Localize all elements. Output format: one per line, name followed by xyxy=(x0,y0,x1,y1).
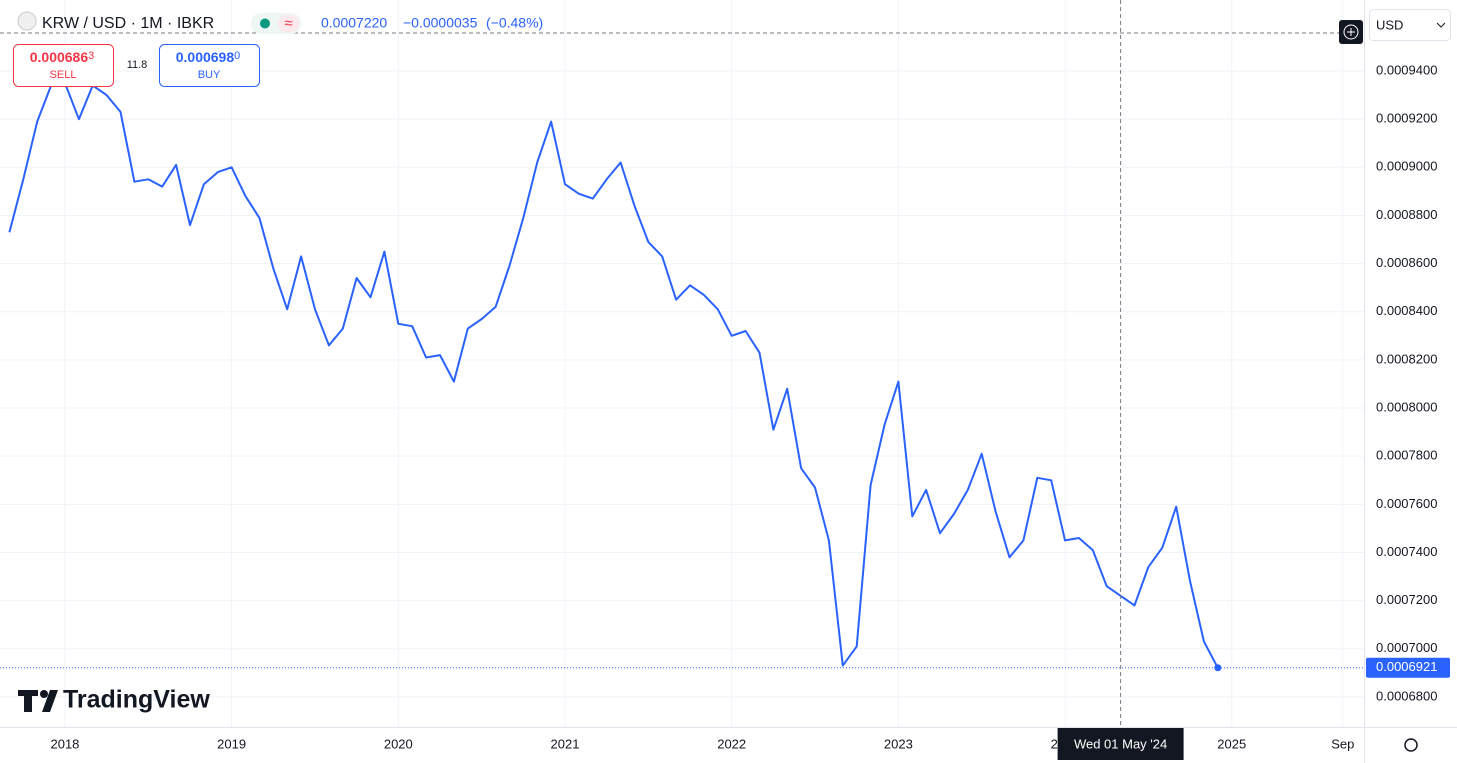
sell-price: 0.0006863 xyxy=(30,49,95,65)
status-pill xyxy=(278,15,299,32)
buy-button[interactable] xyxy=(159,44,260,87)
y-tick-label: 0.0008400 xyxy=(1376,303,1437,318)
y-tick-label: 0.0007400 xyxy=(1376,544,1437,559)
overlay: 0.0006921 Wed 01 May '24 xyxy=(1057,0,1450,760)
y-tick-label: 0.0009400 xyxy=(1376,62,1437,77)
y-tick-label: 0.0007200 xyxy=(1376,592,1437,607)
grid: 0.0006800 0.0007000 0.0007200 0.0007400 0.00… xyxy=(0,0,1437,751)
settings-icon[interactable] xyxy=(1404,738,1418,752)
logo xyxy=(18,690,58,712)
y-tick-label: 0.0007800 xyxy=(1376,448,1437,463)
dropdown-icon xyxy=(1436,22,1446,28)
currency: USD xyxy=(1376,17,1403,32)
flag-icon xyxy=(17,11,37,31)
add-icon xyxy=(1343,24,1359,40)
crosshair-label: Wed 01 May '24 xyxy=(1074,736,1167,751)
y-tick-label: 0.0008000 xyxy=(1376,399,1437,414)
currency-select[interactable]: USD xyxy=(1369,9,1451,41)
logo xyxy=(40,690,48,698)
plot xyxy=(0,82,1364,672)
buy-price-main: 0.000698 xyxy=(176,49,235,65)
change: −0.0000035 xyxy=(403,15,478,31)
y-tick-label: 0.0008200 xyxy=(1376,351,1437,366)
buy-label: BUY xyxy=(198,69,221,81)
x-tick-label: 2023 xyxy=(884,736,913,751)
price: 0.0007220 xyxy=(321,15,387,31)
status-dot xyxy=(260,18,270,29)
watermark: TradingView xyxy=(18,686,210,714)
symbol: KRW / USD · 1M · IBKR xyxy=(42,15,214,32)
sell-price-main: 0.000686 xyxy=(30,49,89,65)
sell-label: SELL xyxy=(50,69,77,81)
price-line xyxy=(8,82,1219,669)
sell-button[interactable] xyxy=(13,44,114,87)
y-tick-label: 0.0008800 xyxy=(1376,207,1437,222)
header: KRW / USD · 1M · IBKR ≈ 0.0007220 −0.000… xyxy=(17,11,543,34)
status-icon: ≈ xyxy=(284,15,292,32)
last-price-badge xyxy=(1366,657,1450,678)
spread: 11.8 xyxy=(127,59,148,71)
x-tick-label: 2025 xyxy=(1217,736,1246,751)
x-tick-label: 2018 xyxy=(50,736,79,751)
trade-buttons: 0.0006863 SELL 11.8 0.0006980 BUY xyxy=(13,44,260,87)
y-tick-label: 0.0009000 xyxy=(1376,159,1437,174)
x-tick-label: 2022 xyxy=(717,736,746,751)
y-tick-label: 0.0007000 xyxy=(1376,640,1437,655)
x-tick-label: 2020 xyxy=(384,736,413,751)
x-tick-label: Sep xyxy=(1331,736,1354,751)
currency-box[interactable] xyxy=(1369,9,1451,41)
last-price-label: 0.0006921 xyxy=(1376,659,1437,674)
y-tick-label: 0.0008600 xyxy=(1376,255,1437,270)
last-point xyxy=(1214,664,1222,672)
buy-price: 0.0006980 xyxy=(176,49,241,65)
x-tick-label: 2021 xyxy=(551,736,580,751)
y-tick-label: 0.0007600 xyxy=(1376,496,1437,511)
watermark-text: TradingView xyxy=(63,686,210,714)
x-tick-label: 2019 xyxy=(217,736,246,751)
sell-price-sub: 3 xyxy=(88,50,94,62)
buy-price-sub: 0 xyxy=(234,50,240,62)
y-tick-label: 0.0009200 xyxy=(1376,111,1437,126)
y-tick-label: 0.0006800 xyxy=(1376,688,1437,703)
change-pct: (−0.48%) xyxy=(486,15,543,31)
add-icon xyxy=(1347,28,1355,36)
crosshair-badge xyxy=(1057,728,1184,760)
